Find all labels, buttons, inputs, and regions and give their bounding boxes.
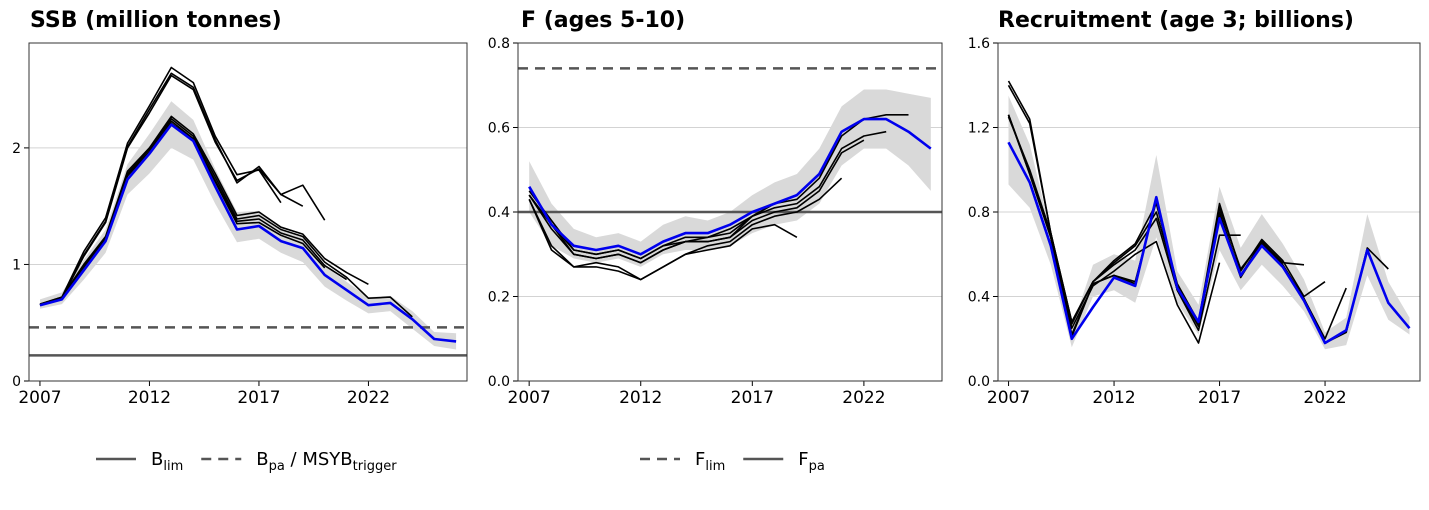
y-tick-label: 0.8 [488, 36, 510, 52]
legend-label: Bpa / MSYBtrigger [256, 449, 397, 474]
x-tick-label: 2007 [987, 388, 1030, 408]
current-series-line [39, 123, 457, 343]
y-tick-label: 0.0 [968, 374, 990, 390]
x-tick-label: 2022 [842, 388, 885, 408]
x-tick-label: 2012 [619, 388, 662, 408]
x-tick-label: 2007 [18, 388, 61, 408]
x-tick-label: 2017 [237, 388, 280, 408]
legend-label: Blim [151, 449, 183, 474]
retro-series-line [528, 177, 843, 281]
y-tick-label: 0.4 [968, 290, 990, 306]
plot-frame [517, 42, 943, 382]
y-tick-label: 0 [12, 374, 21, 390]
x-tick-label: 2012 [128, 388, 171, 408]
x-tick-label: 2017 [1198, 388, 1241, 408]
y-tick-label: 0.2 [488, 290, 510, 306]
current-series-line [528, 117, 932, 256]
retro-series-line [528, 114, 909, 260]
y-tick-label: 0.8 [968, 205, 990, 221]
y-tick-label: 0.0 [488, 374, 510, 390]
panel-ssb: SSB (million tonnes) 0 1 2 2007 2012 2017 2022 B… [12, 8, 468, 474]
panel-rec: Recruitment (age 3; billions) 0.0 0.4 0.8 1.… [968, 8, 1421, 408]
panel-title: Recruitment (age 3; billions) [998, 8, 1354, 33]
retro-series-line [39, 66, 282, 305]
retro-series-line [39, 74, 326, 306]
y-tick-label: 1.2 [968, 121, 990, 137]
x-tick-label: 2017 [731, 388, 774, 408]
y-tick-label: 1 [12, 257, 21, 273]
y-tick-label: 0.6 [488, 121, 510, 137]
retro-series-line [1007, 84, 1241, 332]
y-tick-label: 2 [12, 141, 21, 157]
x-tick-label: 2012 [1092, 388, 1135, 408]
y-tick-label: 0.4 [488, 205, 510, 221]
y-tick-label: 1.6 [968, 36, 990, 52]
legend-label: Fpa [798, 449, 825, 474]
x-tick-label: 2022 [347, 388, 390, 408]
panel-f: F (ages 5-10) 0.0 0.2 0.4 0.6 0.8 2007 2012 2017… [488, 8, 943, 474]
panel-title: SSB (million tonnes) [30, 8, 282, 33]
confidence-band [529, 89, 931, 267]
legend-label: Flim [695, 449, 725, 474]
panel-title: F (ages 5-10) [521, 8, 685, 33]
retro-series-line [528, 194, 775, 264]
x-tick-label: 2007 [508, 388, 551, 408]
plot-frame [28, 42, 468, 382]
confidence-band [40, 101, 457, 350]
current-series-line [1007, 141, 1411, 345]
plot-frame [997, 42, 1421, 382]
x-tick-label: 2022 [1303, 388, 1346, 408]
